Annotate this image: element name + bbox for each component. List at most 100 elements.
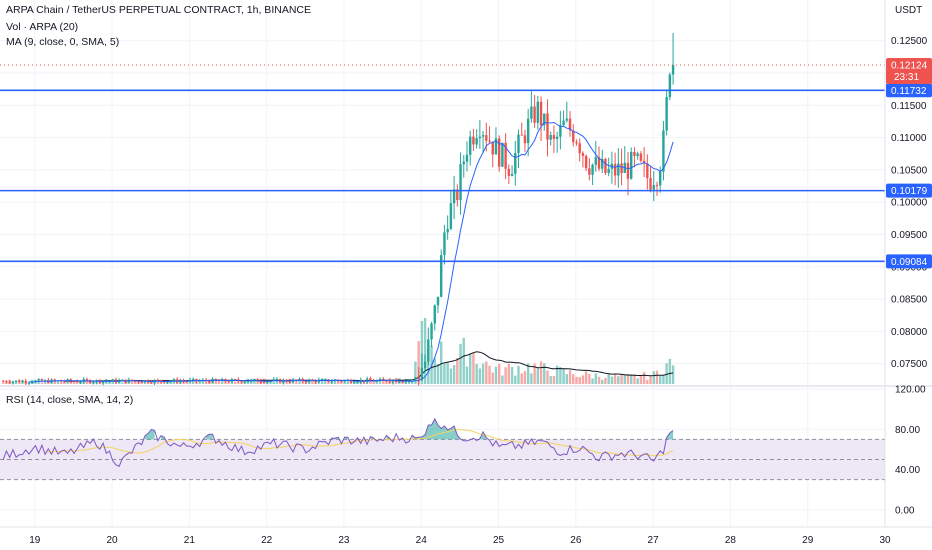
symbol-legend[interactable]: ARPA Chain / TetherUS PERPETUAL CONTRACT… bbox=[6, 4, 311, 16]
volume-bar bbox=[555, 365, 559, 384]
candle-body bbox=[507, 168, 511, 176]
candle-body bbox=[208, 381, 211, 383]
volume-bar bbox=[333, 379, 337, 384]
volume-bar bbox=[66, 381, 69, 384]
candle-body bbox=[465, 154, 469, 162]
volume-bar bbox=[472, 353, 475, 384]
volume-bar bbox=[488, 365, 491, 384]
rsi-line bbox=[2, 417, 674, 467]
candle-body bbox=[546, 113, 549, 140]
volume-bar bbox=[588, 374, 591, 384]
volume-bar bbox=[462, 337, 465, 384]
time-tick-label: 28 bbox=[725, 535, 737, 546]
time-tick-label: 20 bbox=[107, 535, 119, 546]
volume-bar bbox=[201, 380, 205, 384]
price-pane[interactable] bbox=[0, 0, 886, 387]
candle-body bbox=[76, 381, 79, 383]
volume-bar bbox=[581, 375, 585, 384]
candle-body bbox=[539, 101, 543, 126]
candle-body bbox=[504, 142, 507, 169]
time-scale[interactable]: 19 20 21 22 23 24 25 26 27 28 29 30 bbox=[0, 526, 932, 546]
volume-bar bbox=[604, 377, 607, 384]
candle-body bbox=[549, 135, 552, 140]
volume-bar bbox=[665, 363, 668, 384]
candle-body bbox=[427, 339, 430, 362]
volume-bar bbox=[559, 367, 562, 384]
level-price-tags: 0.11732 0.10179 0.09084 bbox=[886, 83, 932, 269]
volume-bar bbox=[517, 365, 520, 384]
price-scale[interactable]: USDT 0.125000.120000.115000.110000.10500… bbox=[884, 0, 932, 527]
candle-body bbox=[613, 163, 617, 176]
volume-bar bbox=[507, 363, 511, 384]
candle-body bbox=[2, 381, 5, 383]
candle-body bbox=[588, 168, 591, 175]
candle-body bbox=[633, 151, 636, 157]
volume-bar bbox=[575, 376, 578, 384]
volume-bar bbox=[372, 380, 375, 384]
candle-body bbox=[462, 161, 465, 165]
time-tick-label: 21 bbox=[184, 535, 196, 546]
candle-body bbox=[246, 381, 250, 383]
time-tick-label: 24 bbox=[416, 535, 428, 546]
ma-legend[interactable]: MA (9, close, 0, SMA, 5) bbox=[6, 36, 120, 48]
candle-body bbox=[468, 136, 472, 155]
candle-body bbox=[617, 163, 620, 176]
time-tick-label: 23 bbox=[338, 535, 350, 546]
volume-legend[interactable]: Vol · ARPA (20) bbox=[6, 21, 79, 33]
candle-body bbox=[27, 382, 31, 384]
volume-bar bbox=[233, 381, 237, 384]
volume-bar bbox=[298, 380, 301, 384]
time-tick-label: 27 bbox=[648, 535, 660, 546]
volume-bar bbox=[494, 366, 498, 384]
candle-body bbox=[568, 118, 572, 131]
volume-bar bbox=[504, 367, 507, 384]
volume-bar bbox=[253, 378, 256, 384]
volume-bar bbox=[636, 378, 639, 384]
current-price-tag: 0.12124 23:31 bbox=[886, 57, 932, 84]
price-tick-label: 0.09500 bbox=[891, 230, 928, 241]
candle-body bbox=[43, 379, 47, 381]
volume-bar bbox=[14, 381, 18, 384]
volume-bar bbox=[169, 381, 172, 384]
time-tick-label: 29 bbox=[802, 535, 814, 546]
volume-bar bbox=[156, 379, 160, 384]
horizontal-levels[interactable] bbox=[0, 89, 885, 263]
price-tick-label: 0.08500 bbox=[891, 295, 928, 306]
candle-body bbox=[440, 255, 443, 297]
volume-bar bbox=[549, 376, 552, 384]
volume-bar bbox=[204, 381, 208, 384]
candle-body bbox=[121, 379, 124, 381]
candle-body bbox=[304, 381, 308, 383]
volume-bar bbox=[568, 370, 572, 384]
candle-body bbox=[391, 380, 395, 383]
candle-body bbox=[472, 136, 475, 145]
candle-body bbox=[188, 379, 192, 382]
volume-bar bbox=[594, 373, 598, 384]
volume-bar bbox=[533, 363, 536, 384]
rsi-legend[interactable]: RSI (14, close, SMA, 14, 2) bbox=[6, 394, 134, 406]
bar-countdown: 23:31 bbox=[894, 72, 919, 83]
candle-body bbox=[356, 382, 359, 384]
candle-body bbox=[63, 381, 66, 383]
volume-bar bbox=[630, 374, 633, 384]
candle-body bbox=[134, 380, 137, 382]
candle-body bbox=[497, 138, 501, 167]
candle-body bbox=[320, 379, 324, 381]
rsi-tick-label: 40.00 bbox=[895, 465, 920, 476]
volume-bar bbox=[652, 371, 655, 384]
candle-body bbox=[620, 163, 623, 173]
candle-body bbox=[353, 382, 356, 384]
rsi-pane[interactable] bbox=[0, 387, 886, 526]
volume-bar bbox=[626, 373, 630, 384]
volume-bar bbox=[411, 381, 414, 384]
candle-body bbox=[485, 135, 488, 141]
candle-body bbox=[526, 118, 530, 144]
volume-bar bbox=[658, 375, 662, 384]
volume-bar bbox=[485, 361, 488, 384]
volume-bar bbox=[43, 381, 47, 384]
candle-body bbox=[259, 381, 263, 383]
volume-bar bbox=[478, 368, 482, 384]
candle-body bbox=[652, 185, 655, 190]
candle-body bbox=[179, 380, 182, 383]
